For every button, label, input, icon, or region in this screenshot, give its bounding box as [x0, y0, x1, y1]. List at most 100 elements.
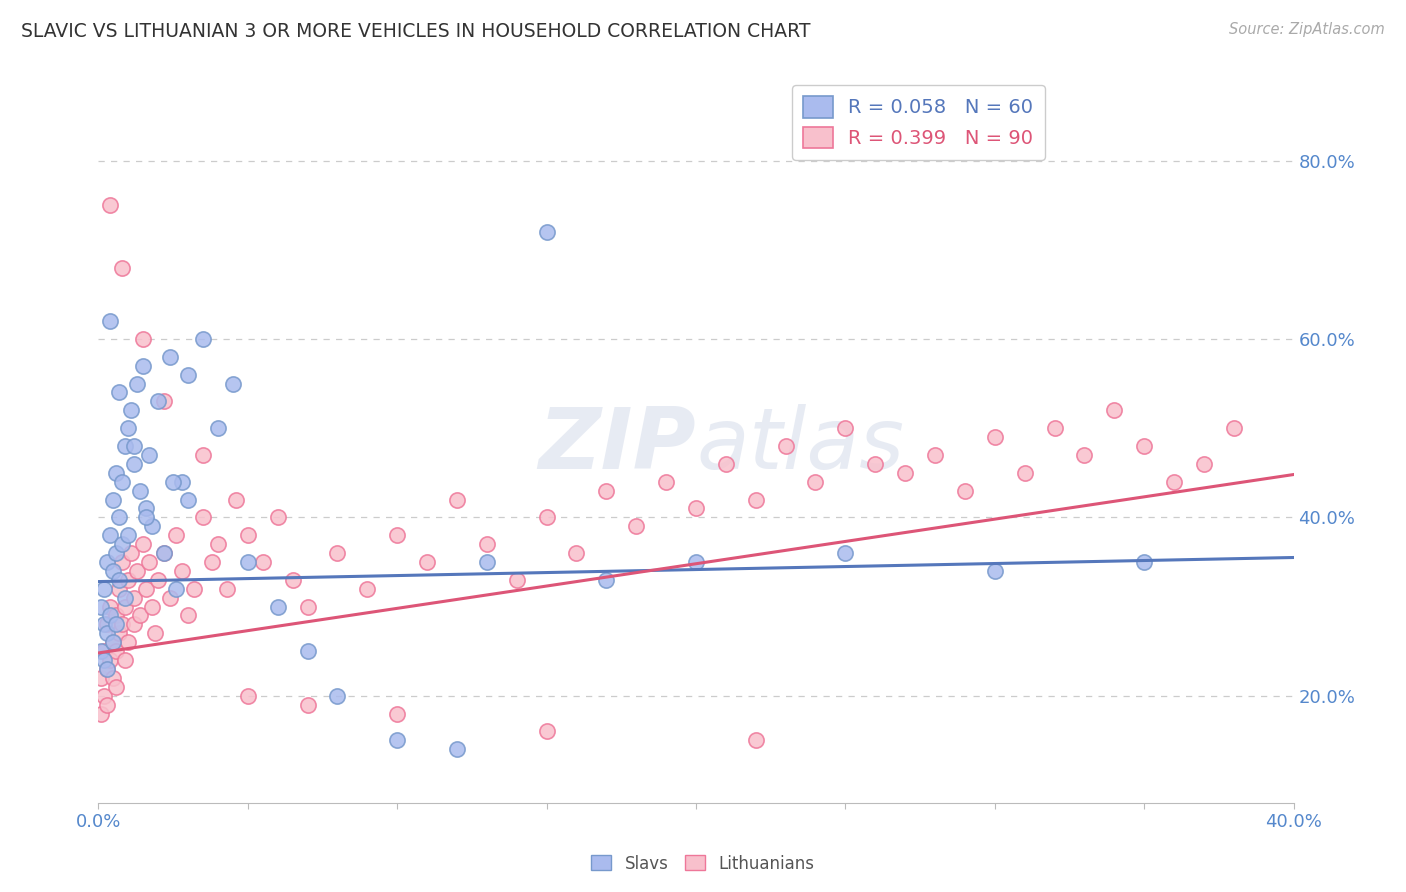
Point	[595, 573, 617, 587]
Point	[129, 608, 152, 623]
Point	[267, 510, 290, 524]
Point	[124, 439, 146, 453]
Point	[111, 475, 134, 489]
Point	[114, 653, 136, 667]
Point	[685, 555, 707, 569]
Point	[207, 537, 229, 551]
Point	[138, 555, 160, 569]
Point	[297, 698, 319, 712]
Point	[108, 510, 131, 524]
Point	[714, 457, 737, 471]
Point	[984, 430, 1007, 444]
Point	[506, 573, 529, 587]
Point	[120, 546, 142, 560]
Point	[446, 742, 468, 756]
Point	[177, 368, 200, 382]
Point	[114, 591, 136, 605]
Point	[111, 537, 134, 551]
Point	[135, 501, 157, 516]
Point	[153, 546, 176, 560]
Point	[165, 582, 187, 596]
Point	[297, 599, 319, 614]
Point	[105, 617, 128, 632]
Point	[1163, 475, 1185, 489]
Point	[191, 332, 214, 346]
Point	[135, 582, 157, 596]
Point	[90, 599, 112, 614]
Point	[93, 644, 115, 658]
Point	[172, 564, 194, 578]
Point	[108, 573, 131, 587]
Point	[385, 528, 409, 542]
Point	[159, 591, 181, 605]
Point	[124, 457, 146, 471]
Point	[98, 608, 122, 623]
Point	[103, 635, 125, 649]
Point	[252, 555, 274, 569]
Text: SLAVIC VS LITHUANIAN 3 OR MORE VEHICLES IN HOUSEHOLD CORRELATION CHART: SLAVIC VS LITHUANIAN 3 OR MORE VEHICLES …	[21, 22, 811, 41]
Point	[475, 537, 498, 551]
Point	[103, 564, 125, 578]
Point	[129, 483, 152, 498]
Point	[103, 492, 125, 507]
Point	[626, 519, 648, 533]
Point	[281, 573, 304, 587]
Point	[536, 724, 558, 739]
Point	[953, 483, 976, 498]
Point	[165, 528, 187, 542]
Point	[201, 555, 224, 569]
Point	[105, 466, 128, 480]
Point	[685, 501, 707, 516]
Point	[1073, 448, 1095, 462]
Point	[326, 546, 349, 560]
Text: atlas: atlas	[696, 404, 904, 488]
Text: ZIP: ZIP	[538, 404, 696, 488]
Point	[775, 439, 797, 453]
Text: Source: ZipAtlas.com: Source: ZipAtlas.com	[1229, 22, 1385, 37]
Point	[93, 689, 115, 703]
Point	[90, 706, 112, 721]
Point	[103, 635, 125, 649]
Point	[183, 582, 205, 596]
Point	[124, 617, 146, 632]
Point	[108, 385, 131, 400]
Point	[117, 528, 139, 542]
Point	[153, 394, 176, 409]
Point	[108, 626, 131, 640]
Point	[111, 260, 134, 275]
Point	[98, 599, 122, 614]
Point	[177, 492, 200, 507]
Point	[159, 350, 181, 364]
Point	[385, 733, 409, 747]
Point	[745, 492, 768, 507]
Point	[222, 376, 245, 391]
Point	[105, 644, 128, 658]
Point	[93, 582, 115, 596]
Point	[177, 608, 200, 623]
Point	[124, 591, 146, 605]
Point	[416, 555, 439, 569]
Point	[172, 475, 194, 489]
Point	[98, 528, 122, 542]
Point	[98, 198, 122, 212]
Point	[111, 617, 134, 632]
Point	[132, 537, 155, 551]
Point	[138, 448, 160, 462]
Point	[108, 582, 131, 596]
Point	[745, 733, 768, 747]
Point	[834, 546, 856, 560]
Point	[132, 332, 155, 346]
Point	[96, 555, 118, 569]
Legend: R = 0.058   N = 60, R = 0.399   N = 90: R = 0.058 N = 60, R = 0.399 N = 90	[792, 85, 1045, 160]
Point	[215, 582, 238, 596]
Point	[93, 653, 115, 667]
Point	[135, 510, 157, 524]
Point	[356, 582, 378, 596]
Point	[1104, 403, 1126, 417]
Point	[804, 475, 827, 489]
Point	[297, 644, 319, 658]
Point	[103, 671, 125, 685]
Point	[834, 421, 856, 435]
Point	[105, 608, 128, 623]
Point	[267, 599, 290, 614]
